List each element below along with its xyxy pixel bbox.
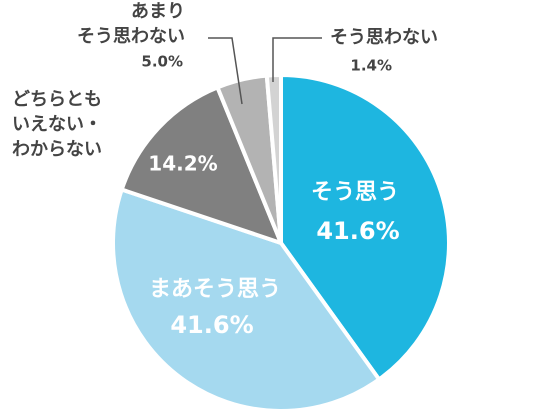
value-label: 1.4% xyxy=(350,57,392,75)
category-label: まあそう思う xyxy=(149,277,281,302)
pie-slice xyxy=(279,73,451,382)
value-label: 5.0% xyxy=(141,53,183,71)
category-label: そう思う xyxy=(311,180,399,205)
leader-line xyxy=(208,37,243,105)
pie-slice xyxy=(111,187,382,413)
pie-slice xyxy=(119,85,283,245)
value-label: 41.6% xyxy=(316,217,399,245)
category-label: いえない・ xyxy=(12,114,102,135)
value-label: 41.6% xyxy=(170,311,253,339)
category-label: そう思わない xyxy=(330,27,438,48)
category-label: あまり xyxy=(131,1,185,22)
category-label: そう思わない xyxy=(77,26,185,47)
leader-line xyxy=(272,37,322,82)
value-label: 14.2% xyxy=(148,152,217,176)
pie-slice xyxy=(264,73,283,245)
category-label: どちらとも xyxy=(12,89,102,110)
category-label: わからない xyxy=(12,139,102,160)
